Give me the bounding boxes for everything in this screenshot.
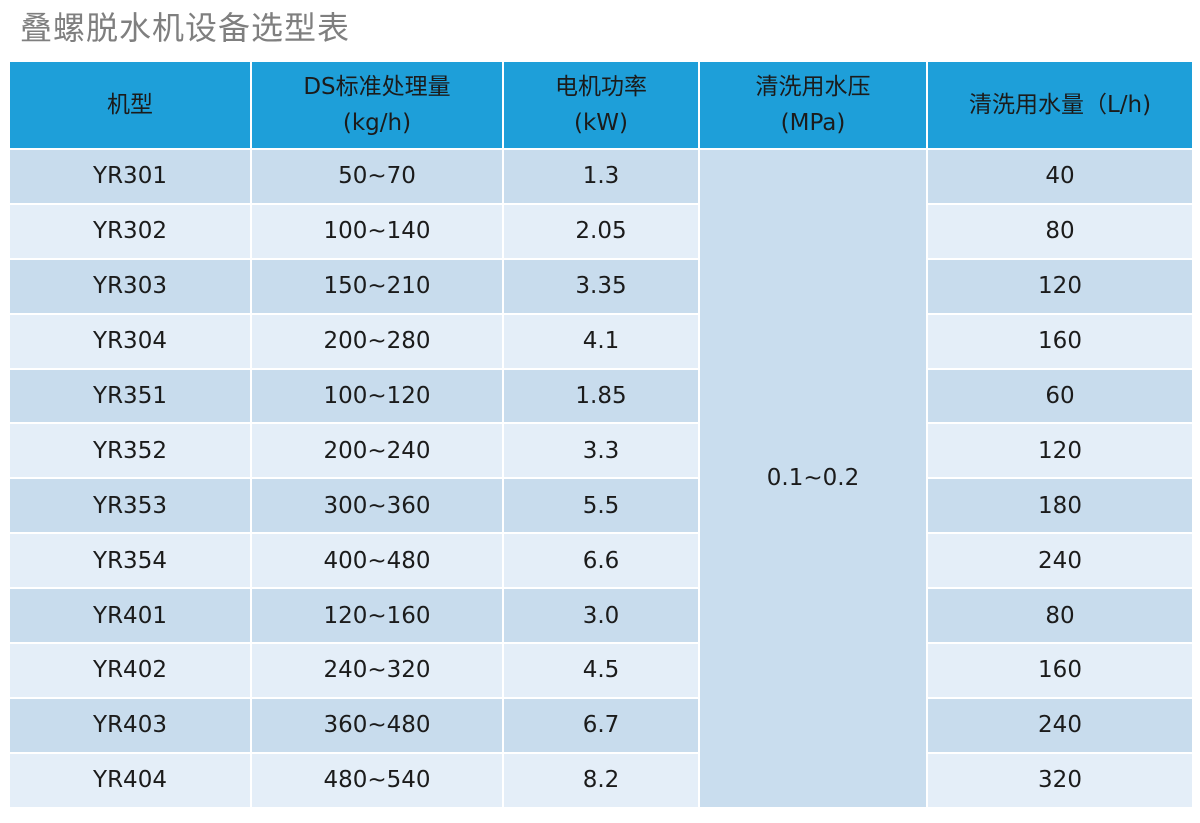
cell-model: YR403 <box>10 698 250 752</box>
cell-water: 160 <box>928 314 1192 368</box>
cell-power: 3.0 <box>504 589 698 643</box>
cell-ds: 480~540 <box>252 753 502 807</box>
cell-model: YR302 <box>10 204 250 258</box>
cell-water: 160 <box>928 644 1192 697</box>
table-row: YR401 120~160 3.0 80 <box>10 589 1192 643</box>
cell-ds: 120~160 <box>252 589 502 643</box>
cell-water: 80 <box>928 204 1192 258</box>
header-wash-water: 清洗用水量（L/h) <box>928 62 1192 148</box>
header-ds-capacity: DS标准处理量 (kg/h) <box>252 62 502 148</box>
cell-wash-pressure-merged: 0.1~0.2 <box>700 150 926 807</box>
header-motor-power: 电机功率 (kW) <box>504 62 698 148</box>
cell-power: 3.35 <box>504 259 698 313</box>
cell-water: 240 <box>928 534 1192 588</box>
cell-power: 3.3 <box>504 424 698 478</box>
cell-model: YR303 <box>10 259 250 313</box>
cell-power: 8.2 <box>504 753 698 807</box>
header-label: 机型 <box>107 92 153 118</box>
table-row: YR403 360~480 6.7 240 <box>10 698 1192 752</box>
cell-model: YR402 <box>10 644 250 697</box>
cell-water: 180 <box>928 479 1192 533</box>
cell-model: YR301 <box>10 150 250 203</box>
page-title: 叠螺脱水机设备选型表 <box>20 9 351 47</box>
header-unit: (kW) <box>573 110 628 136</box>
table-row: YR301 50~70 1.3 0.1~0.2 40 <box>10 150 1192 807</box>
cell-model: YR304 <box>10 314 250 368</box>
table-row: YR402 240~320 4.5 160 <box>10 644 1192 697</box>
table-row: YR353 300~360 5.5 180 <box>10 479 1192 533</box>
cell-power: 1.85 <box>504 369 698 423</box>
cell-ds: 200~240 <box>252 424 502 478</box>
cell-power: 6.6 <box>504 534 698 588</box>
cell-ds: 100~140 <box>252 204 502 258</box>
cell-power: 6.7 <box>504 698 698 752</box>
table-row: YR302 100~140 2.05 80 <box>10 204 1192 258</box>
header-label: 清洗用水量（L/h) <box>968 92 1152 118</box>
selection-table: 机型 DS标准处理量 (kg/h) 电机功率 (kW) 清洗用水压 (MPa) … <box>8 60 1194 809</box>
cell-model: YR353 <box>10 479 250 533</box>
cell-model: YR352 <box>10 424 250 478</box>
cell-power: 4.1 <box>504 314 698 368</box>
cell-model: YR401 <box>10 589 250 643</box>
header-wash-pressure: 清洗用水压 (MPa) <box>700 62 926 148</box>
cell-power: 1.3 <box>504 150 698 203</box>
header-unit: (MPa) <box>780 110 846 136</box>
cell-ds: 200~280 <box>252 314 502 368</box>
cell-water: 240 <box>928 698 1192 752</box>
cell-model: YR354 <box>10 534 250 588</box>
table-row: YR404 480~540 8.2 320 <box>10 753 1192 807</box>
cell-power: 5.5 <box>504 479 698 533</box>
cell-water: 320 <box>928 753 1192 807</box>
table-row: YR303 150~210 3.35 120 <box>10 259 1192 313</box>
header-label: 电机功率 <box>555 74 647 100</box>
cell-power: 4.5 <box>504 644 698 697</box>
header-model: 机型 <box>10 62 250 148</box>
table-row: YR304 200~280 4.1 160 <box>10 314 1192 368</box>
header-unit: (kg/h) <box>342 110 412 136</box>
cell-water: 60 <box>928 369 1192 423</box>
cell-ds: 50~70 <box>252 150 502 203</box>
cell-ds: 150~210 <box>252 259 502 313</box>
cell-water: 120 <box>928 259 1192 313</box>
cell-water: 80 <box>928 589 1192 643</box>
cell-ds: 300~360 <box>252 479 502 533</box>
cell-power: 2.05 <box>504 204 698 258</box>
cell-ds: 240~320 <box>252 644 502 697</box>
table-row: YR352 200~240 3.3 120 <box>10 424 1192 478</box>
cell-water: 40 <box>928 150 1192 203</box>
table-row: YR351 100~120 1.85 60 <box>10 369 1192 423</box>
header-label: DS标准处理量 <box>303 74 451 100</box>
cell-water: 120 <box>928 424 1192 478</box>
cell-model: YR351 <box>10 369 250 423</box>
table-header-row: 机型 DS标准处理量 (kg/h) 电机功率 (kW) 清洗用水压 (MPa) … <box>10 62 1192 148</box>
table-row: YR354 400~480 6.6 240 <box>10 534 1192 588</box>
cell-ds: 360~480 <box>252 698 502 752</box>
header-label: 清洗用水压 <box>755 74 871 100</box>
cell-ds: 400~480 <box>252 534 502 588</box>
cell-ds: 100~120 <box>252 369 502 423</box>
cell-model: YR404 <box>10 753 250 807</box>
